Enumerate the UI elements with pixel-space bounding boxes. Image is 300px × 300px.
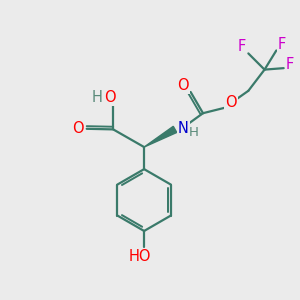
Text: HO: HO xyxy=(128,249,151,264)
Text: O: O xyxy=(72,121,84,136)
Text: H: H xyxy=(189,126,199,139)
Text: H: H xyxy=(92,90,102,105)
Text: F: F xyxy=(238,39,246,54)
Polygon shape xyxy=(144,126,177,147)
Text: F: F xyxy=(286,57,294,72)
Text: O: O xyxy=(177,78,189,93)
Text: O: O xyxy=(225,94,236,110)
Text: N: N xyxy=(178,121,189,136)
Text: F: F xyxy=(278,37,286,52)
Text: O: O xyxy=(104,90,116,105)
